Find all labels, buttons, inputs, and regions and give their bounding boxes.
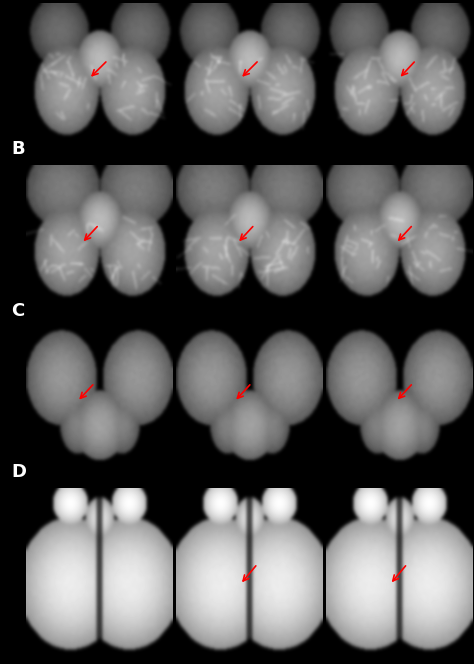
Text: D: D xyxy=(11,463,27,481)
Text: C: C xyxy=(11,302,25,320)
Text: B: B xyxy=(11,141,25,159)
